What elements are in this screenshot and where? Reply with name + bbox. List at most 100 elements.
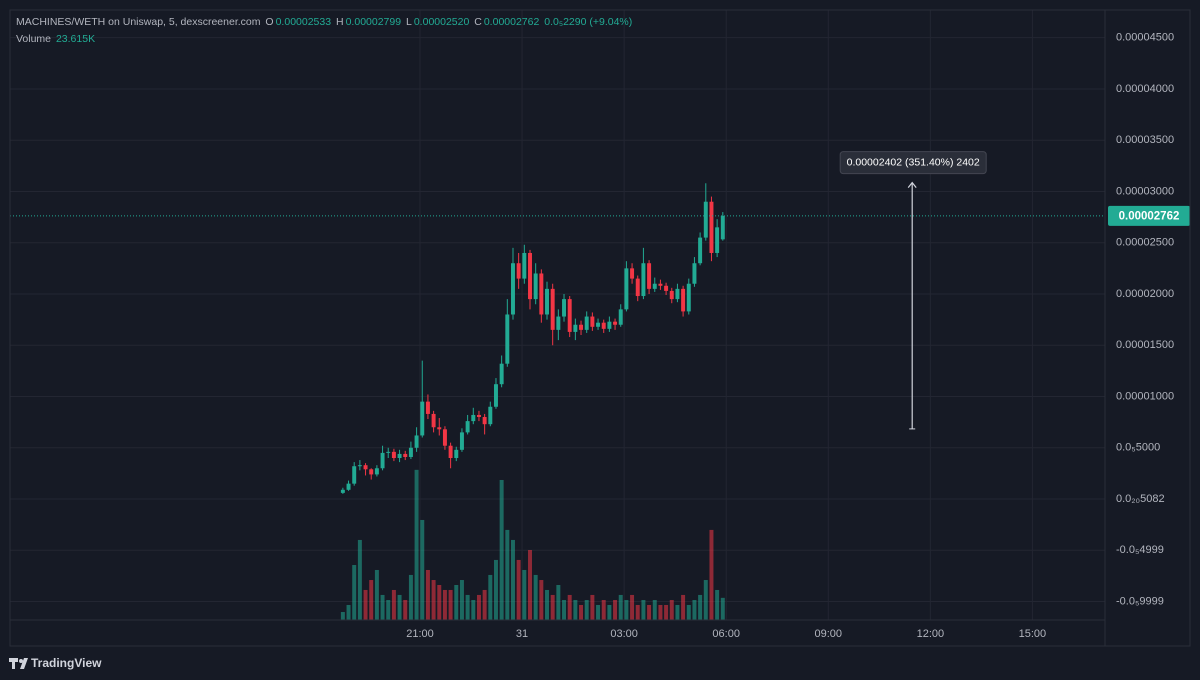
volume-bar bbox=[482, 589, 487, 620]
y-tick-label: 0.00001000 bbox=[1116, 390, 1174, 402]
candle-body bbox=[357, 465, 362, 467]
volume-bar bbox=[709, 529, 714, 620]
volume-bar bbox=[624, 600, 629, 620]
candle-body bbox=[664, 285, 669, 291]
candle-body bbox=[516, 263, 521, 279]
volume-bar bbox=[340, 612, 345, 620]
candle-body bbox=[698, 237, 703, 264]
volume-bar bbox=[562, 600, 567, 620]
volume-bar bbox=[550, 594, 555, 620]
ohlc-value: 0.00002762 bbox=[483, 16, 540, 28]
volume-bar bbox=[698, 594, 703, 620]
y-tick-label: 0.00004000 bbox=[1116, 83, 1174, 95]
volume-key: Volume bbox=[16, 33, 52, 45]
volume-bar bbox=[493, 559, 498, 620]
candle-body bbox=[431, 413, 436, 428]
volume-bar bbox=[715, 589, 720, 620]
volume-bar bbox=[516, 559, 521, 620]
volume-bar bbox=[630, 594, 635, 620]
x-tick-label: 12:00 bbox=[917, 628, 945, 640]
candle-body bbox=[618, 309, 623, 325]
legend-row: MACHINES/WETH on Uniswap, 5, dexscreener… bbox=[16, 14, 634, 31]
volume-bar bbox=[374, 569, 379, 620]
candle-body bbox=[573, 324, 578, 332]
volume-bar bbox=[675, 604, 680, 620]
candle-body bbox=[403, 453, 408, 457]
volume-bar bbox=[635, 604, 640, 620]
volume-bar bbox=[573, 600, 578, 620]
y-tick-label: 0.00003500 bbox=[1116, 134, 1174, 146]
volume-bar bbox=[703, 580, 708, 620]
candle-body bbox=[596, 322, 601, 327]
candle-body bbox=[607, 321, 612, 329]
ohlc-key: H bbox=[336, 16, 344, 28]
volume-bar bbox=[476, 594, 481, 620]
y-tick-label: 0.0₅5000 bbox=[1116, 442, 1160, 454]
candle-body bbox=[420, 401, 425, 436]
volume-bar bbox=[590, 594, 595, 620]
candle-body bbox=[703, 201, 708, 238]
candle-body bbox=[386, 451, 391, 453]
candle-body bbox=[567, 299, 572, 332]
volume-bar bbox=[471, 600, 476, 620]
candle-body bbox=[630, 268, 635, 279]
volume-bar bbox=[386, 600, 391, 620]
volume-bar bbox=[686, 604, 691, 620]
volume-bar bbox=[647, 604, 652, 620]
frame bbox=[9, 9, 1191, 647]
candle-body bbox=[590, 316, 595, 327]
candle-body bbox=[528, 252, 532, 300]
change: 0.0₅2290 (+9.04%) bbox=[544, 16, 633, 28]
volume-bar bbox=[669, 600, 674, 620]
candle-body bbox=[369, 469, 374, 475]
candle-body bbox=[437, 427, 442, 430]
volume-bar bbox=[380, 594, 385, 620]
volume-value: 23.615K bbox=[55, 33, 96, 45]
candle-body bbox=[550, 288, 555, 330]
volume-bar bbox=[499, 479, 504, 620]
candle-body bbox=[715, 227, 720, 253]
candle-body bbox=[465, 421, 470, 433]
x-tick-label: 15:00 bbox=[1019, 628, 1047, 640]
brand-logo bbox=[9, 658, 28, 669]
candle-body bbox=[454, 449, 459, 459]
volume-bar bbox=[567, 594, 572, 620]
candle-body bbox=[681, 288, 686, 312]
volume-bar bbox=[658, 604, 663, 620]
measure-label: 0.00002402 (351.40%) 2402 bbox=[847, 156, 980, 168]
volume-bar bbox=[459, 580, 464, 620]
candle-body bbox=[652, 283, 657, 289]
measure-arrow bbox=[907, 181, 917, 189]
volume-bar bbox=[584, 600, 589, 620]
grid bbox=[10, 10, 1105, 620]
candle-body bbox=[669, 290, 674, 300]
candle-body bbox=[488, 406, 493, 425]
candle-body bbox=[346, 483, 351, 490]
y-tick-label: 0.00002000 bbox=[1116, 288, 1174, 300]
candle-body bbox=[476, 414, 481, 418]
last-price-label: 0.00002762 bbox=[1119, 210, 1180, 222]
volume-bar bbox=[369, 580, 374, 620]
candle-body bbox=[414, 435, 419, 448]
candle-body bbox=[658, 283, 663, 286]
volume-bar bbox=[664, 604, 669, 620]
x-tick-label: 03:00 bbox=[610, 628, 638, 640]
volume-bar bbox=[618, 594, 623, 620]
volume-bar bbox=[545, 589, 549, 620]
volume-bar bbox=[448, 589, 453, 620]
candle-body bbox=[522, 252, 527, 279]
x-tick-label: 09:00 bbox=[815, 628, 843, 640]
volume-bar bbox=[437, 584, 442, 620]
candle-body bbox=[647, 263, 652, 289]
candle-body bbox=[380, 452, 385, 469]
candle-layer bbox=[340, 183, 725, 494]
volume-bar bbox=[454, 584, 459, 620]
volume-bar bbox=[692, 600, 697, 620]
volume-bar bbox=[533, 574, 538, 620]
ohlc-key: C bbox=[474, 16, 482, 28]
volume-bar bbox=[442, 589, 447, 620]
volume-bar bbox=[505, 529, 510, 620]
